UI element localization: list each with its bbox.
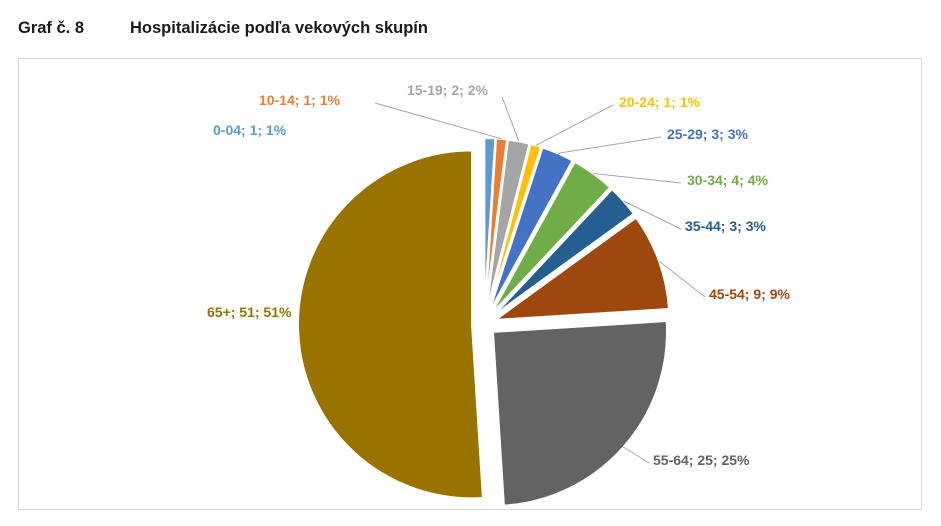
data-label-25-29: 25-29; 3; 3% <box>667 126 748 142</box>
pie-slice-15-19 <box>485 138 531 313</box>
data-label-15-19: 15-19; 2; 2% <box>407 82 488 98</box>
chart-area: 0-04; 1; 1% 10-14; 1; 1% 15-19; 2; 2% 20-24… <box>18 58 922 510</box>
leader-line-30-34 <box>593 173 682 184</box>
chart-number: Graf č. 8 <box>18 18 85 37</box>
pie-slice-65plus <box>297 149 484 500</box>
data-label-35-44: 35-44; 3; 3% <box>685 218 766 234</box>
pie-slice-45-54 <box>491 216 671 322</box>
data-label-30-34: 30-34; 4; 4% <box>687 172 768 188</box>
chart-title: Hospitalizácie podľa vekových skupín <box>130 18 428 37</box>
data-label-45-54: 45-54; 9; 9% <box>709 286 790 302</box>
leader-line-20-24 <box>535 104 614 146</box>
pie-slice-55-64 <box>491 319 669 507</box>
leader-lines <box>374 96 706 464</box>
pie-chart: 0-04; 1; 1% 10-14; 1; 1% 15-19; 2; 2% 20-24… <box>207 82 790 507</box>
leader-line-55-64 <box>623 446 650 464</box>
data-label-55-64: 55-64; 25; 25% <box>653 452 750 468</box>
data-label-10-14: 10-14; 1; 1% <box>259 92 340 108</box>
leader-line-15-19 <box>501 96 520 142</box>
leader-line-10-14 <box>374 102 502 140</box>
leader-line-35-44 <box>623 200 682 230</box>
data-label-65plus: 65+; 51; 51% <box>207 304 292 320</box>
pie-slices <box>297 137 671 507</box>
leader-line-45-54 <box>658 260 706 298</box>
data-labels: 0-04; 1; 1% 10-14; 1; 1% 15-19; 2; 2% 20-24… <box>207 82 790 468</box>
data-label-0-04: 0-04; 1; 1% <box>213 122 287 138</box>
data-label-20-24: 20-24; 1; 1% <box>619 94 700 110</box>
leader-line-25-29 <box>557 136 662 154</box>
chart-heading: Graf č. 8 Hospitalizácie podľa vekových … <box>18 14 428 42</box>
